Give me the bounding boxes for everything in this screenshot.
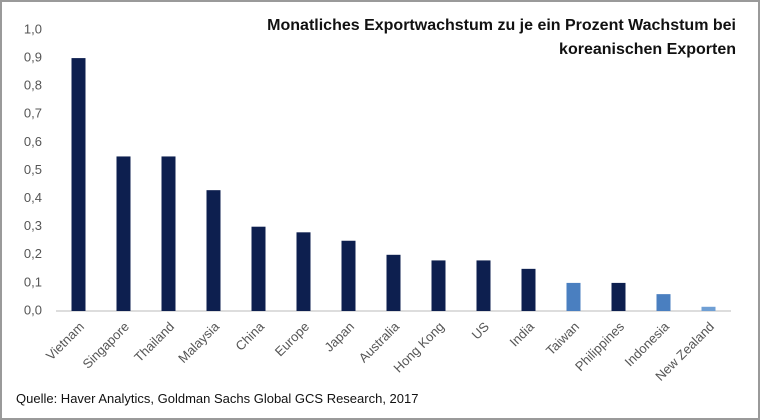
bar xyxy=(521,268,536,311)
bar xyxy=(566,282,581,311)
x-tick-label: Europe xyxy=(272,319,312,359)
x-tick-label: Taiwan xyxy=(543,319,582,358)
y-tick-label: 0,4 xyxy=(24,190,42,205)
bar xyxy=(251,226,266,311)
x-tick-label: US xyxy=(469,319,493,343)
chart-title: Monatliches Exportwachstum zu je ein Pro… xyxy=(267,17,736,58)
x-tick-label: Philippines xyxy=(572,319,627,374)
x-tick-label: India xyxy=(507,318,538,349)
y-tick-label: 0,1 xyxy=(24,274,42,289)
y-tick-label: 0,7 xyxy=(24,106,42,121)
bar xyxy=(71,58,86,311)
bar xyxy=(476,260,491,311)
y-tick-label: 0,6 xyxy=(24,134,42,149)
y-tick-label: 1,0 xyxy=(24,21,42,36)
y-tick-label: 0,2 xyxy=(24,246,42,261)
x-tick-label: Japan xyxy=(321,319,357,355)
x-tick-label: Singapore xyxy=(80,319,133,372)
bar xyxy=(296,232,311,311)
bar xyxy=(161,156,176,311)
x-tick-label: China xyxy=(232,318,267,353)
bar xyxy=(611,282,626,311)
bar xyxy=(386,254,401,311)
x-tick-label: Vietnam xyxy=(43,319,87,363)
x-tick-label: Australia xyxy=(356,318,403,365)
x-tick-label: Thailand xyxy=(131,319,177,365)
bar xyxy=(701,306,716,311)
bar xyxy=(116,156,131,311)
y-tick-label: 0,9 xyxy=(24,50,42,65)
y-tick-label: 0,8 xyxy=(24,78,42,93)
source-note: Quelle: Haver Analytics, Goldman Sachs G… xyxy=(16,391,419,406)
bar xyxy=(431,260,446,311)
x-tick-label: Malaysia xyxy=(175,318,222,365)
bar xyxy=(341,240,356,311)
bar xyxy=(656,294,671,311)
bar xyxy=(206,190,221,311)
y-tick-label: 0,0 xyxy=(24,302,42,317)
y-tick-label: 0,5 xyxy=(24,162,42,177)
y-tick-label: 0,3 xyxy=(24,218,42,233)
